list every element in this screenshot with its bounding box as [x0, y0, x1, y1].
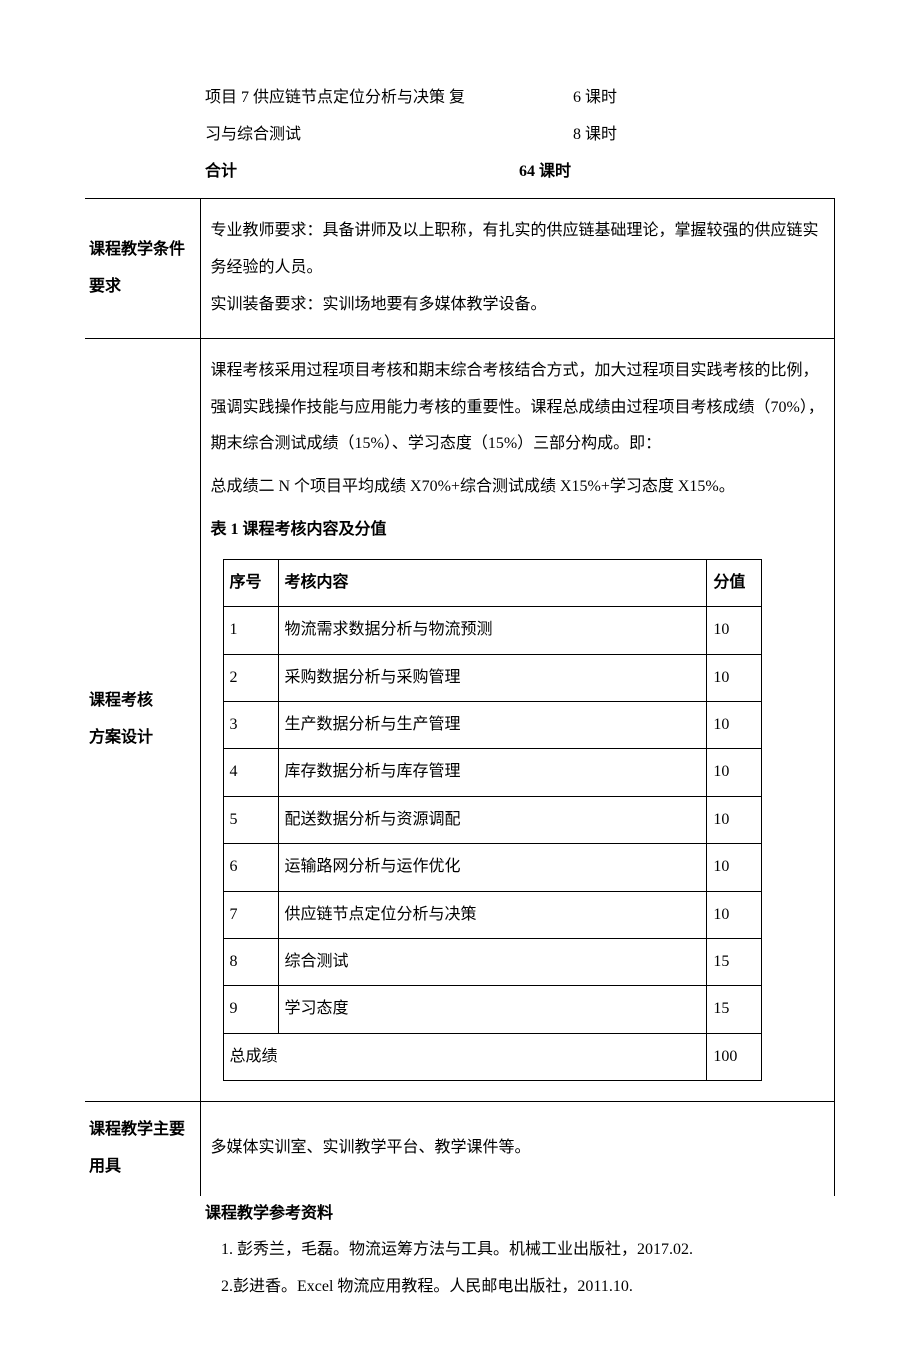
- header-score: 分值: [707, 559, 762, 606]
- table-row: 2采购数据分析与采购管理10: [223, 654, 762, 701]
- cell-content: 物流需求数据分析与物流预测: [278, 607, 707, 654]
- label-line: 课程教学主要: [89, 1112, 196, 1149]
- cell-score: 10: [707, 891, 762, 938]
- cell-score: 15: [707, 986, 762, 1033]
- references-block: 课程教学参考资料 1. 彭秀兰，毛磊。物流运筹方法与工具。机械工业出版社，201…: [205, 1196, 835, 1306]
- schedule-row: 习与综合测试 8 课时: [205, 117, 835, 154]
- main-table: 课程教学条件 要求 专业教师要求：具备讲师及以上职称，有扎实的供应链基础理论，掌…: [85, 198, 835, 1195]
- cell-seq: 9: [223, 986, 278, 1033]
- cell-score: 10: [707, 654, 762, 701]
- label-line: 课程考核: [89, 683, 196, 720]
- label-line: 用具: [89, 1149, 196, 1186]
- total-label: 总成绩: [223, 1033, 707, 1080]
- tools-content: 多媒体实训室、实训教学平台、教学课件等。: [200, 1102, 835, 1196]
- cell-content: 配送数据分析与资源调配: [278, 796, 707, 843]
- table-row: 7供应链节点定位分析与决策10: [223, 891, 762, 938]
- schedule-label: 习与综合测试: [205, 117, 535, 154]
- paragraph: 多媒体实训室、实训教学平台、教学课件等。: [211, 1130, 825, 1167]
- schedule-block: 项目 7 供应链节点定位分析与决策 复 6 课时 习与综合测试 8 课时 合计 …: [205, 80, 835, 190]
- cell-seq: 6: [223, 844, 278, 891]
- teaching-conditions-content: 专业教师要求：具备讲师及以上职称，有扎实的供应链基础理论，掌握较强的供应链实务经…: [200, 199, 835, 338]
- cell-score: 10: [707, 749, 762, 796]
- table-total-row: 总成绩 100: [223, 1033, 762, 1080]
- cell-content: 学习态度: [278, 986, 707, 1033]
- paragraph: 总成绩二 N 个项目平均成绩 X70%+综合测试成绩 X15%+学习态度 X15…: [211, 469, 825, 506]
- schedule-row: 项目 7 供应链节点定位分析与决策 复 6 课时: [205, 80, 835, 117]
- tools-label: 课程教学主要 用具: [85, 1102, 200, 1196]
- table-row: 4库存数据分析与库存管理10: [223, 749, 762, 796]
- cell-seq: 7: [223, 891, 278, 938]
- cell-content: 库存数据分析与库存管理: [278, 749, 707, 796]
- table-row: 8综合测试15: [223, 938, 762, 985]
- cell-content: 运输路网分析与运作优化: [278, 844, 707, 891]
- cell-seq: 3: [223, 701, 278, 748]
- table-row: 1物流需求数据分析与物流预测10: [223, 607, 762, 654]
- paragraph: 课程考核采用过程项目考核和期末综合考核结合方式，加大过程项目实践考核的比例，强调…: [211, 353, 825, 463]
- table-row: 5配送数据分析与资源调配10: [223, 796, 762, 843]
- cell-seq: 1: [223, 607, 278, 654]
- label-line: 要求: [89, 269, 196, 306]
- table-row: 6运输路网分析与运作优化10: [223, 844, 762, 891]
- cell-content: 供应链节点定位分析与决策: [278, 891, 707, 938]
- schedule-total-row: 合计 64 课时: [205, 154, 835, 191]
- paragraph: 专业教师要求：具备讲师及以上职称，有扎实的供应链基础理论，掌握较强的供应链实务经…: [211, 213, 825, 287]
- table-row: 3生产数据分析与生产管理10: [223, 701, 762, 748]
- assessment-row: 课程考核 方案设计 课程考核采用过程项目考核和期末综合考核结合方式，加大过程项目…: [85, 338, 835, 1101]
- teaching-conditions-row: 课程教学条件 要求 专业教师要求：具备讲师及以上职称，有扎实的供应链基础理论，掌…: [85, 199, 835, 338]
- cell-score: 10: [707, 844, 762, 891]
- cell-score: 15: [707, 938, 762, 985]
- cell-seq: 4: [223, 749, 278, 796]
- cell-seq: 8: [223, 938, 278, 985]
- teaching-conditions-label: 课程教学条件 要求: [85, 199, 200, 338]
- schedule-hours: 8 课时: [535, 117, 655, 154]
- total-score: 100: [707, 1033, 762, 1080]
- table-row: 9学习态度15: [223, 986, 762, 1033]
- tools-row: 课程教学主要 用具 多媒体实训室、实训教学平台、教学课件等。: [85, 1102, 835, 1196]
- cell-content: 生产数据分析与生产管理: [278, 701, 707, 748]
- reference-item: 1. 彭秀兰，毛磊。物流运筹方法与工具。机械工业出版社，2017.02.: [205, 1232, 835, 1269]
- table-header-row: 序号 考核内容 分值: [223, 559, 762, 606]
- cell-seq: 5: [223, 796, 278, 843]
- header-content: 考核内容: [278, 559, 707, 606]
- table-title: 表 1 课程考核内容及分值: [211, 512, 825, 549]
- cell-content: 综合测试: [278, 938, 707, 985]
- label-line: 方案设计: [89, 720, 196, 757]
- references-title: 课程教学参考资料: [205, 1196, 835, 1233]
- header-seq: 序号: [223, 559, 278, 606]
- schedule-label: 项目 7 供应链节点定位分析与决策 复: [205, 80, 535, 117]
- cell-content: 采购数据分析与采购管理: [278, 654, 707, 701]
- paragraph: 实训装备要求：实训场地要有多媒体教学设备。: [211, 287, 825, 324]
- cell-score: 10: [707, 701, 762, 748]
- assessment-table: 序号 考核内容 分值 1物流需求数据分析与物流预测102采购数据分析与采购管理1…: [223, 559, 763, 1081]
- schedule-hours: 6 课时: [535, 80, 655, 117]
- label-line: 课程教学条件: [89, 232, 196, 269]
- cell-seq: 2: [223, 654, 278, 701]
- assessment-content: 课程考核采用过程项目考核和期末综合考核结合方式，加大过程项目实践考核的比例，强调…: [200, 338, 835, 1101]
- cell-score: 10: [707, 796, 762, 843]
- schedule-total-label: 合计: [205, 154, 465, 191]
- cell-score: 10: [707, 607, 762, 654]
- schedule-total-hours: 64 课时: [465, 154, 625, 191]
- assessment-label: 课程考核 方案设计: [85, 338, 200, 1101]
